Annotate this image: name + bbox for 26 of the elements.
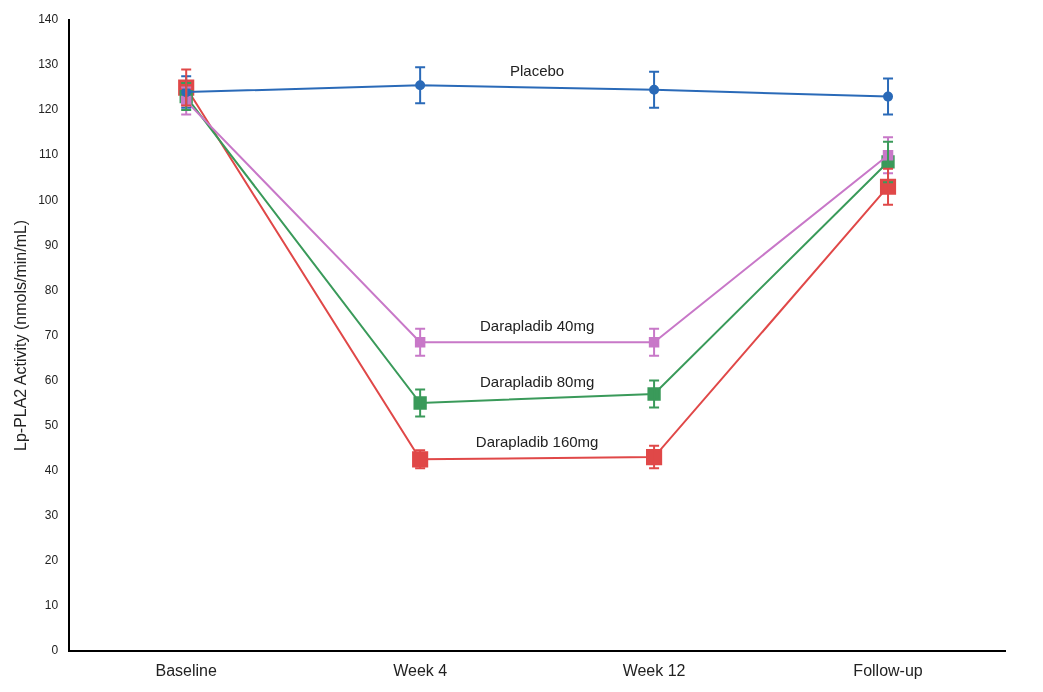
x-tick-label: Baseline [155,661,217,679]
y-tick-label: 20 [44,553,59,567]
y-tick-label: 0 [51,643,59,658]
y-tick-label: 100 [38,192,59,207]
series-label: Placebo [510,62,565,80]
series-label: Darapladib 40mg [479,316,595,334]
x-tick-label: Week 4 [393,661,448,679]
y-tick-label: 130 [38,57,59,72]
y-tick-label: 60 [44,372,59,387]
y-tick-label: 70 [44,327,59,342]
x-tick-label: Follow-up [853,661,923,679]
series-label: Darapladib 160mg [475,432,599,450]
y-tick-label: 120 [38,102,59,117]
y-tick-label: 50 [44,417,59,432]
x-tick-label: Week 12 [622,661,686,679]
y-tick-label: 40 [44,462,59,477]
point [413,396,427,410]
y-tick-label: 90 [44,237,59,252]
y-tick-label: 30 [44,507,59,522]
series-label: Darapladib 80mg [479,373,595,391]
y-tick-label: 140 [38,12,59,27]
y-tick-label: 10 [44,598,59,613]
point [647,387,661,401]
y-tick-label: 80 [44,282,59,297]
y-axis-title: Lp-PLA2 Activity (nmols/min/mL) [12,219,30,451]
y-tick-label: 110 [39,147,59,162]
